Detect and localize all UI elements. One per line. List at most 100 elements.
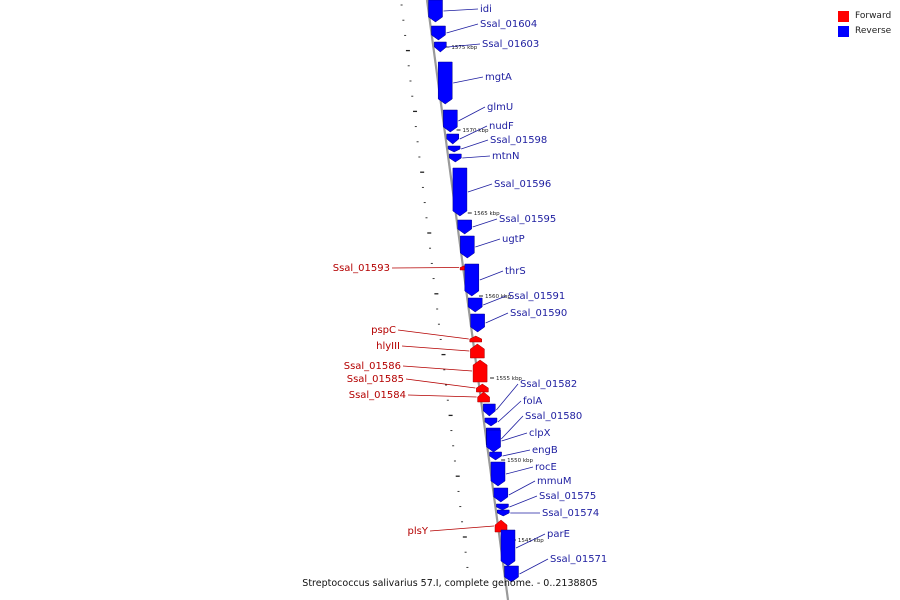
- tick-label-1575-kbp: 1575 kbp: [451, 45, 477, 51]
- gene-leader-line: [460, 139, 489, 150]
- gene-label-clpx[interactable]: clpX: [529, 428, 551, 439]
- tick-label-1565-kbp: 1565 kbp: [474, 211, 500, 217]
- gene-leader-line: [462, 155, 491, 159]
- gene-block-ssal-01596[interactable]: [452, 167, 468, 217]
- legend-item-forward: Forward: [838, 9, 891, 24]
- gene-block-hlyiii[interactable]: [470, 343, 485, 359]
- gene-label-pare[interactable]: parE: [547, 529, 570, 540]
- gene-label-plsy[interactable]: plsY: [408, 526, 429, 537]
- gene-label-glmu[interactable]: glmU: [487, 102, 513, 113]
- forward-swatch: [838, 11, 849, 22]
- tick-label-1550-kbp: 1550 kbp: [507, 458, 533, 464]
- gene-block-ssal-01574[interactable]: [497, 509, 510, 517]
- gene-label-ssal-01593[interactable]: Ssal_01593: [333, 263, 390, 274]
- gene-label-ssal-01595[interactable]: Ssal_01595: [499, 214, 556, 225]
- gene-leader-line: [402, 365, 473, 372]
- gene-leader-line: [472, 218, 498, 228]
- gene-block-ssal-01585[interactable]: [476, 383, 489, 393]
- gene-block-nudf[interactable]: [446, 133, 460, 145]
- gene-block-ssal-01591[interactable]: [467, 297, 483, 313]
- gene-label-ssal-01603[interactable]: Ssal_01603: [482, 39, 539, 50]
- gene-block-ssal-01604[interactable]: [431, 25, 446, 41]
- reverse-swatch: [838, 26, 849, 37]
- gene-label-nudf[interactable]: nudF: [489, 121, 514, 132]
- gene-label-pspc[interactable]: pspC: [371, 325, 396, 336]
- gene-block-ugtp[interactable]: [460, 235, 475, 259]
- gene-block-thrs[interactable]: [464, 263, 480, 297]
- gene-leader-line: [505, 466, 534, 475]
- gene-label-ssal-01604[interactable]: Ssal_01604: [480, 19, 537, 30]
- gene-label-mgta[interactable]: mgtA: [485, 72, 512, 83]
- gene-block-ssal-01590[interactable]: [470, 313, 485, 333]
- gene-block-mgta[interactable]: [437, 61, 453, 105]
- gene-block-ssal-01584[interactable]: [477, 391, 490, 403]
- gene-block-ssal-01598[interactable]: [447, 145, 461, 153]
- gene-leader-line: [467, 183, 493, 193]
- gene-block-mtnn[interactable]: [449, 153, 462, 163]
- gene-leader-line: [391, 267, 460, 269]
- gene-leader-line: [508, 480, 536, 496]
- gene-label-ssal-01591[interactable]: Ssal_01591: [508, 291, 565, 302]
- gene-leader-line: [446, 23, 479, 34]
- gene-label-ssal-01598[interactable]: Ssal_01598: [490, 135, 547, 146]
- gene-leader-line: [475, 238, 501, 248]
- gene-leader-line: [405, 378, 476, 389]
- gene-block-engb[interactable]: [489, 451, 502, 461]
- gene-leader-line: [519, 558, 549, 575]
- gene-block-pare[interactable]: [500, 529, 516, 567]
- gene-leader-line: [509, 495, 538, 508]
- gene-leader-line: [485, 312, 509, 324]
- position-dash-marks: [400, 4, 469, 568]
- legend-label-forward: Forward: [855, 11, 892, 21]
- gene-label-ssal-01582[interactable]: Ssal_01582: [520, 379, 577, 390]
- gene-labels: idi Ssal_01604 Ssal_01603 mgtA glmU nudF Ssal_…: [333, 4, 607, 575]
- gene-leader-line: [459, 125, 488, 140]
- gene-label-hlyiii[interactable]: hlyIII: [376, 341, 400, 352]
- gene-label-engb[interactable]: engB: [532, 445, 558, 456]
- gene-label-ssal-01586[interactable]: Ssal_01586: [344, 361, 401, 372]
- gene-leader-line: [429, 525, 495, 532]
- gene-label-ssal-01584[interactable]: Ssal_01584: [349, 390, 406, 401]
- gene-block-pspc[interactable]: [469, 335, 483, 343]
- gene-block-ssal-01571[interactable]: [504, 565, 519, 583]
- gene-label-ssal-01590[interactable]: Ssal_01590: [510, 308, 567, 319]
- gene-label-thrs[interactable]: thrS: [505, 266, 526, 277]
- gene-block-clpx[interactable]: [486, 429, 501, 453]
- gene-block-glmu[interactable]: [443, 109, 458, 133]
- gene-label-ssal-01575[interactable]: Ssal_01575: [539, 491, 596, 502]
- gene-block-ssal-01586[interactable]: [472, 359, 488, 383]
- gene-leader-line: [397, 329, 469, 340]
- strand-legend: Forward Reverse: [838, 9, 891, 39]
- gene-label-ssal-01580[interactable]: Ssal_01580: [525, 411, 582, 422]
- gene-label-roce[interactable]: rocE: [535, 462, 557, 473]
- gene-block-idi[interactable]: [428, 0, 443, 23]
- gene-label-ugtp[interactable]: ugtP: [502, 234, 525, 245]
- gene-block-ssal-01575[interactable]: [496, 503, 509, 511]
- gene-block-ssal-01595[interactable]: [457, 219, 472, 235]
- gene-leader-line: [401, 345, 470, 352]
- gene-leader-line: [447, 43, 481, 48]
- gene-leader-line: [502, 449, 531, 457]
- gene-label-ssal-01585[interactable]: Ssal_01585: [347, 374, 404, 385]
- gene-block-ssal-01603[interactable]: [434, 41, 447, 53]
- gene-leader-line: [501, 432, 528, 442]
- gene-leader-line: [496, 383, 519, 411]
- gene-label-mtnn[interactable]: mtnN: [492, 151, 519, 162]
- gene-label-fola[interactable]: folA: [523, 396, 542, 407]
- gene-label-ssal-01596[interactable]: Ssal_01596: [494, 179, 551, 190]
- gene-leader-line: [500, 415, 524, 440]
- genome-caption: Streptococcus salivarius 57.I, complete …: [302, 578, 598, 589]
- gene-label-ssal-01574[interactable]: Ssal_01574: [542, 508, 599, 519]
- tick-label-1560-kbp: 1560 kbp: [485, 294, 511, 300]
- gene-leader-line: [483, 295, 507, 306]
- gene-label-ssal-01571[interactable]: Ssal_01571: [550, 554, 607, 565]
- gene-block-fola[interactable]: [484, 417, 498, 427]
- gene-block-roce[interactable]: [490, 461, 506, 487]
- gene-label-mmum[interactable]: mmuM: [537, 476, 571, 487]
- gene-blocks: [428, 0, 519, 583]
- gene-leader-line: [453, 76, 484, 84]
- gene-block-ssal-01582[interactable]: [483, 403, 496, 417]
- gene-block-mmum[interactable]: [493, 487, 509, 503]
- gene-label-idi[interactable]: idi: [480, 4, 492, 15]
